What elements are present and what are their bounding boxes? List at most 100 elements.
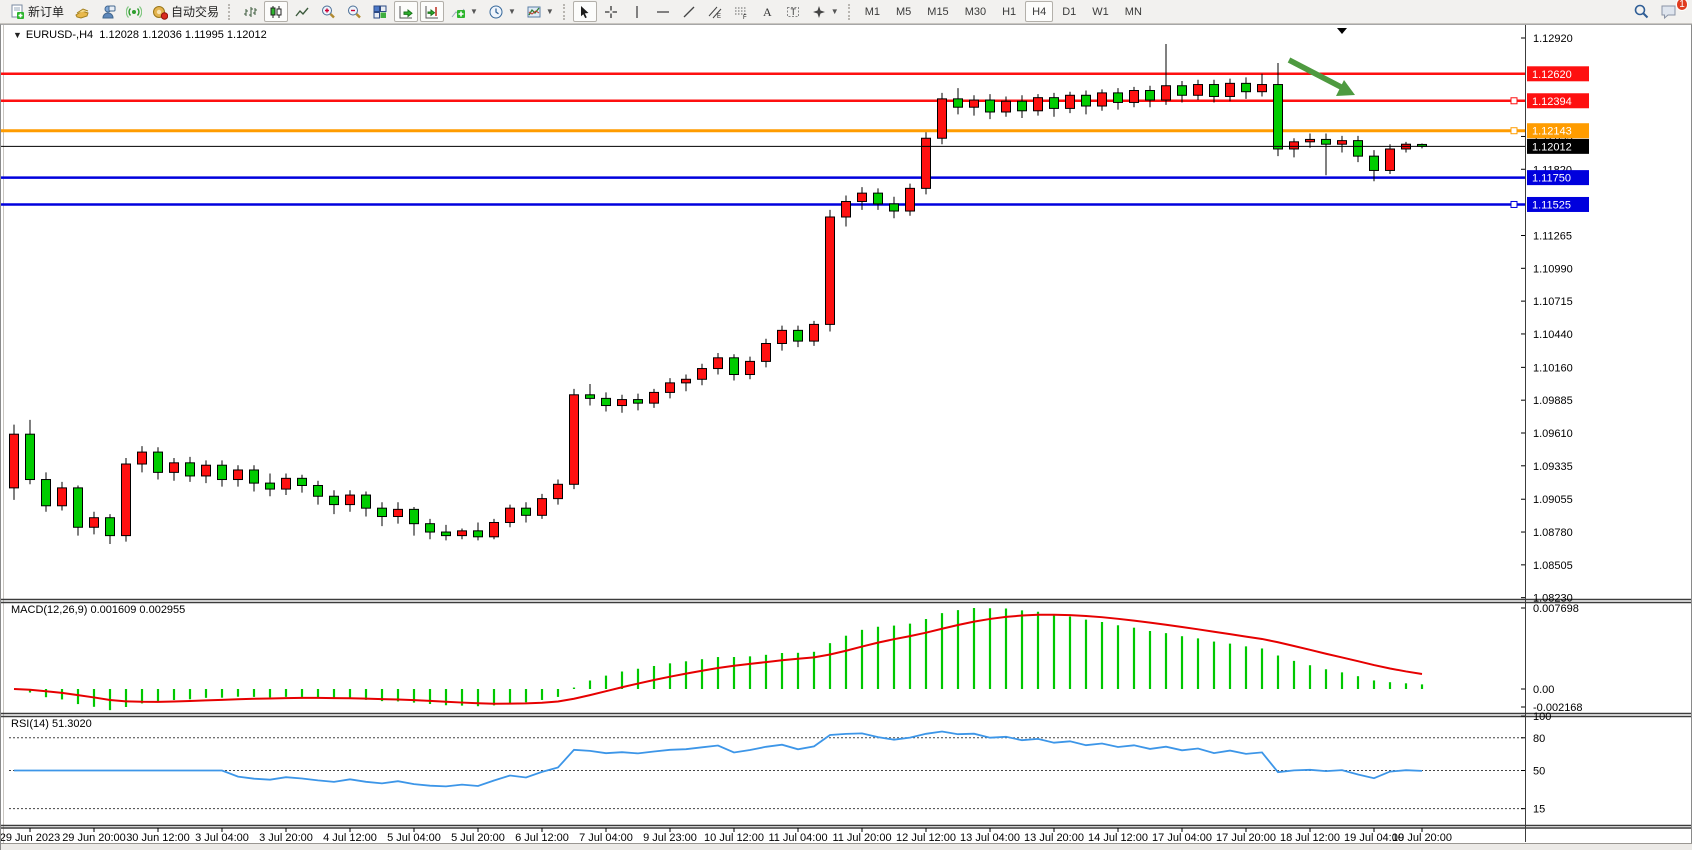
time-axis-label: 30 Jun 12:00: [126, 832, 190, 844]
indicators-button[interactable]: ▼: [446, 1, 482, 22]
time-axis-label: 7 Jul 04:00: [579, 832, 633, 844]
caret-down-icon: ▼: [507, 7, 516, 16]
candle: [393, 508, 403, 518]
chat-button[interactable]: 1: [1656, 0, 1688, 22]
cursor-button[interactable]: [572, 1, 597, 22]
candle: [761, 342, 771, 362]
price-tag: [1527, 123, 1589, 139]
candle: [489, 521, 499, 538]
crosshair-button[interactable]: [599, 1, 623, 22]
price-tick-label: 1.09055: [1533, 494, 1573, 506]
candle: [777, 329, 787, 344]
new-order-button[interactable]: 新订单: [5, 1, 68, 22]
time-axis-label: 11 Jul 20:00: [832, 832, 891, 844]
line-handle[interactable]: [1510, 200, 1518, 208]
toolbar: 新订单 自动交易: [0, 0, 1692, 24]
price-tag: [1527, 170, 1589, 186]
rsi-axis-label: 50: [1533, 766, 1545, 778]
channel-button[interactable]: E: [703, 1, 727, 22]
timeframe-button-m1[interactable]: M1: [864, 5, 880, 18]
macd-axis-label: 0.007698: [1533, 603, 1579, 615]
candle: [537, 498, 547, 516]
svg-text:A: A: [763, 5, 772, 19]
price-tick-label: 1.09610: [1533, 428, 1573, 440]
candle: [441, 531, 451, 537]
svg-text:T: T: [790, 7, 796, 17]
time-axis-label: 18 Jul 12:00: [1280, 832, 1340, 844]
green-arrow-annotation[interactable]: [1287, 57, 1343, 90]
candle: [985, 99, 995, 113]
candlestick-chart-icon: [270, 5, 282, 18]
zoom-out-button[interactable]: [342, 1, 366, 22]
candle: [649, 391, 659, 404]
time-axis-label: 13 Jul 20:00: [1024, 832, 1084, 844]
tile-windows-button[interactable]: [368, 1, 392, 22]
chart-line-button[interactable]: [290, 1, 314, 22]
chart-window[interactable]: 1.129201.120951.118201.112651.109901.107…: [0, 24, 1692, 850]
candle: [185, 462, 195, 477]
timeframe-button-mn[interactable]: MN: [1124, 5, 1142, 18]
fibonacci-button[interactable]: F: [729, 1, 753, 22]
hline-button[interactable]: [651, 1, 675, 22]
toolbar-gripper[interactable]: [562, 3, 568, 20]
metaeditor-button[interactable]: [96, 1, 120, 22]
time-axis-label: 4 Jul 12:00: [323, 832, 377, 844]
timeframe-button-m5[interactable]: M5: [896, 5, 912, 18]
toolbar-gripper[interactable]: [847, 3, 853, 20]
time-axis-label: 29 Jun 2023: [1, 832, 60, 844]
time-axis-label: 19 Jul 20:00: [1392, 832, 1452, 844]
candle: [697, 368, 707, 380]
timeframe-button-d1[interactable]: D1: [1062, 5, 1077, 18]
autoscroll-button[interactable]: [394, 1, 419, 22]
candle: [457, 530, 467, 537]
signals-button[interactable]: [122, 1, 146, 22]
candle: [905, 187, 915, 212]
window-bottom-edge: [1, 843, 1692, 850]
signals-icon: [126, 5, 143, 18]
zoom-in-button[interactable]: [316, 1, 340, 22]
candle: [1177, 85, 1187, 96]
market-watch-button[interactable]: [70, 1, 94, 22]
timeframe-button-m30[interactable]: M30: [964, 5, 987, 18]
candle: [41, 479, 51, 507]
chart-canvas[interactable]: 1.129201.120951.118201.112651.109901.107…: [1, 25, 1691, 849]
vline-button[interactable]: [625, 1, 649, 22]
price-tag-label: 1.12012: [1532, 141, 1572, 153]
periods-button[interactable]: ▼: [484, 1, 520, 22]
text-icon: A: [763, 5, 772, 19]
timeframe-button-w1[interactable]: W1: [1092, 5, 1109, 18]
price-tick-label: 1.10990: [1533, 263, 1573, 275]
line-handle[interactable]: [1510, 97, 1518, 105]
templates-icon: [527, 6, 541, 17]
toolbar-gripper[interactable]: [228, 3, 233, 20]
zoom-out-icon: [348, 5, 361, 18]
candle: [1385, 148, 1395, 171]
text-label-button[interactable]: T: [781, 1, 805, 22]
line-handle[interactable]: [1510, 127, 1518, 135]
chart-shift-button[interactable]: [420, 1, 445, 22]
candle: [1225, 82, 1235, 97]
macd-axis-label: 0.00: [1533, 684, 1554, 696]
arrow-objects-icon: [812, 5, 825, 18]
autotrading-label: 自动交易: [171, 5, 220, 19]
candle: [633, 399, 643, 404]
autotrading-button[interactable]: 自动交易: [148, 1, 223, 22]
chart-bars-button[interactable]: [238, 1, 262, 22]
search-button[interactable]: [1629, 1, 1654, 22]
timeframe-button-m15[interactable]: M15: [927, 5, 949, 18]
templates-button[interactable]: ▼: [522, 1, 558, 22]
arrows-button[interactable]: ▼: [807, 1, 843, 22]
candle: [1369, 155, 1379, 171]
candle: [169, 462, 179, 473]
timeframe-button-h1[interactable]: H1: [1002, 5, 1017, 18]
new-order-label: 新订单: [28, 5, 65, 19]
candle: [73, 487, 83, 528]
candle: [569, 394, 579, 485]
horizontal-line-icon: [656, 10, 669, 13]
text-button[interactable]: A: [755, 1, 779, 22]
trendline-button[interactable]: [677, 1, 701, 22]
time-axis-label: 9 Jul 23:00: [643, 832, 697, 844]
timeframe-button-h4[interactable]: H4: [1025, 1, 1054, 22]
chart-candles-button[interactable]: [264, 1, 289, 22]
autotrading-icon: [153, 5, 169, 20]
